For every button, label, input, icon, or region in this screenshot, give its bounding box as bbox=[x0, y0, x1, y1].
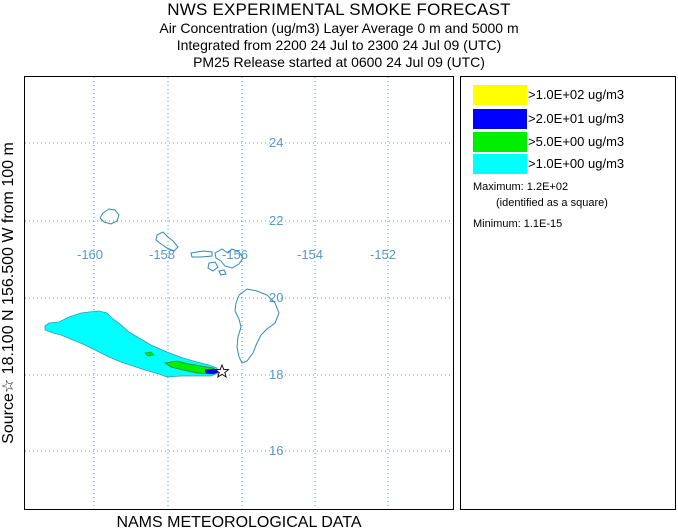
legend-panel: >1.0E+02 ug/m3 >2.0E+01 ug/m3 >5.0E+00 u… bbox=[460, 76, 676, 510]
island-kauai bbox=[99, 208, 120, 225]
legend-swatch-cyan bbox=[473, 154, 527, 174]
star-icon bbox=[214, 363, 230, 379]
island-oahu bbox=[155, 231, 179, 252]
lon-label: -160 bbox=[77, 247, 103, 262]
legend-label: >1.0E+00 ug/m3 bbox=[528, 156, 625, 171]
lat-label: 18 bbox=[269, 367, 283, 382]
minimum-value: Minimum: 1.1E-15 bbox=[473, 218, 563, 230]
plume-level-1 bbox=[44, 310, 219, 378]
lat-label: 24 bbox=[269, 135, 283, 150]
maximum-value: Maximum: 1.2E+02 bbox=[473, 181, 569, 193]
lat-label: 16 bbox=[269, 443, 283, 458]
legend-item: >1.0E+00 ug/m3 bbox=[473, 154, 673, 174]
legend-swatch-green bbox=[473, 132, 527, 152]
plume-level-3 bbox=[204, 368, 220, 375]
smoke-map: -160 -158 -156 -154 -152 24 22 20 18 16 bbox=[25, 77, 453, 509]
lon-label: -158 bbox=[149, 247, 175, 262]
legend-label: >2.0E+01 ug/m3 bbox=[528, 111, 625, 126]
meteorological-data-label: NAMS METEOROLOGICAL DATA bbox=[116, 514, 362, 531]
lon-label: -156 bbox=[222, 247, 248, 262]
source-location-label: Source☆ 18.100 N 156.500 W from 100 m bbox=[0, 142, 17, 444]
coastlines bbox=[99, 208, 280, 364]
maximum-note: (identified as a square) bbox=[496, 197, 608, 209]
gridlines bbox=[25, 77, 453, 509]
island-hawaii bbox=[234, 288, 280, 364]
legend-item: >5.0E+00 ug/m3 bbox=[473, 132, 673, 152]
lon-label: -154 bbox=[297, 247, 323, 262]
island-maui bbox=[214, 248, 244, 269]
island-kahoolawe bbox=[218, 269, 227, 276]
map-panel: -160 -158 -156 -154 -152 24 22 20 18 16 bbox=[24, 76, 454, 510]
legend-item: >1.0E+02 ug/m3 bbox=[473, 85, 673, 105]
legend-label: >1.0E+02 ug/m3 bbox=[528, 87, 625, 102]
island-lanai bbox=[207, 261, 219, 272]
forecast-title: NWS EXPERIMENTAL SMOKE FORECAST bbox=[167, 0, 511, 19]
lat-label: 22 bbox=[269, 213, 283, 228]
legend-swatch-yellow bbox=[473, 85, 527, 105]
island-molokai bbox=[190, 250, 213, 258]
lat-label: 20 bbox=[269, 290, 283, 305]
legend-swatch-blue bbox=[473, 109, 527, 129]
concentration-subtitle: Air Concentration (ug/m3) Layer Average … bbox=[159, 20, 519, 36]
integration-period: Integrated from 2200 24 Jul to 2300 24 J… bbox=[176, 37, 502, 53]
legend-label: >5.0E+00 ug/m3 bbox=[528, 134, 625, 149]
release-start: PM25 Release started at 0600 24 Jul 09 (… bbox=[193, 54, 485, 70]
plume-level-2b bbox=[144, 351, 155, 357]
legend-item: >2.0E+01 ug/m3 bbox=[473, 109, 673, 129]
lon-label: -152 bbox=[370, 247, 396, 262]
